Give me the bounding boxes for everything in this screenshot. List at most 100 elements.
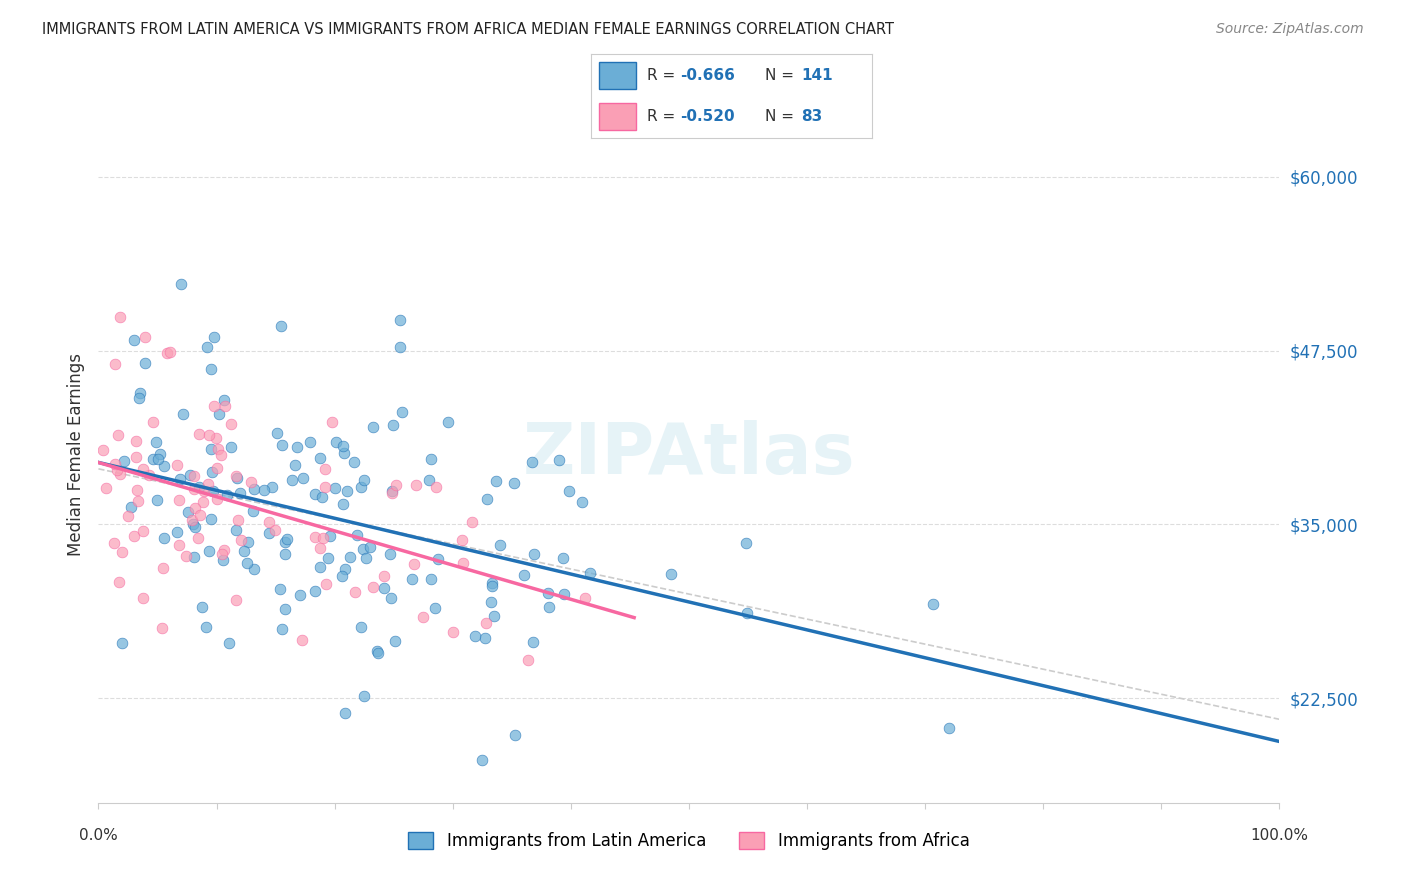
Point — [122, 333, 145, 347]
Text: IMMIGRANTS FROM LATIN AMERICA VS IMMIGRANTS FROM AFRICA MEDIAN FEMALE EARNINGS C: IMMIGRANTS FROM LATIN AMERICA VS IMMIGRA… — [42, 22, 894, 37]
Point — [180, 513, 202, 527]
Point — [270, 438, 292, 452]
Point — [553, 587, 575, 601]
Point — [129, 386, 152, 401]
Point — [292, 471, 315, 485]
Point — [384, 478, 406, 492]
Point — [111, 636, 134, 650]
Point — [361, 420, 384, 434]
Point — [517, 653, 540, 667]
Point — [291, 632, 314, 647]
Point — [187, 427, 209, 442]
Point — [266, 425, 288, 440]
Text: N =: N = — [765, 68, 799, 83]
Point — [336, 483, 359, 498]
Point — [290, 588, 312, 602]
Point — [335, 562, 357, 576]
Point — [235, 556, 257, 570]
Point — [404, 558, 426, 572]
Point — [489, 538, 512, 552]
Point — [172, 407, 194, 421]
Point — [167, 492, 190, 507]
Point — [359, 540, 381, 554]
Point — [260, 480, 283, 494]
Point — [419, 451, 441, 466]
Point — [103, 536, 125, 550]
Point — [153, 531, 176, 545]
Point — [309, 541, 332, 556]
Point — [405, 478, 427, 492]
Point — [125, 434, 148, 448]
Point — [205, 461, 228, 475]
Point — [441, 624, 464, 639]
Point — [134, 356, 156, 370]
Point — [259, 525, 281, 540]
Point — [122, 529, 145, 543]
Point — [333, 445, 356, 459]
Point — [523, 547, 546, 561]
Point — [112, 454, 135, 468]
Text: R =: R = — [647, 109, 681, 124]
Point — [201, 483, 224, 498]
Point — [391, 405, 413, 419]
Point — [145, 493, 167, 508]
Point — [226, 471, 249, 485]
Point — [107, 428, 129, 442]
Point — [218, 636, 240, 650]
Text: 0.0%: 0.0% — [79, 828, 118, 843]
Point — [146, 452, 169, 467]
Point — [333, 706, 356, 720]
Point — [270, 622, 292, 636]
Text: -0.666: -0.666 — [681, 68, 735, 83]
Y-axis label: Median Female Earnings: Median Female Earnings — [66, 353, 84, 557]
Point — [131, 591, 153, 605]
Point — [312, 531, 335, 545]
Point — [242, 482, 264, 496]
Point — [127, 493, 149, 508]
Point — [132, 524, 155, 539]
Bar — [599, 62, 636, 89]
Point — [269, 582, 291, 596]
Point — [108, 310, 131, 325]
Text: R =: R = — [647, 68, 681, 83]
Point — [166, 458, 188, 473]
Point — [381, 486, 404, 500]
Point — [522, 635, 544, 649]
Point — [481, 595, 503, 609]
Point — [214, 393, 236, 408]
Point — [108, 575, 131, 590]
Point — [304, 530, 326, 544]
Point — [174, 549, 197, 563]
Point — [200, 361, 222, 376]
Point — [105, 463, 128, 477]
Point — [159, 345, 181, 359]
Point — [179, 468, 201, 483]
Point — [284, 458, 307, 473]
Point — [537, 586, 560, 600]
Point — [253, 483, 276, 497]
Point — [120, 500, 142, 514]
Point — [361, 581, 384, 595]
Point — [332, 497, 354, 511]
Point — [346, 528, 368, 542]
Point — [205, 431, 228, 445]
Point — [177, 505, 200, 519]
Text: -0.520: -0.520 — [681, 109, 735, 124]
Point — [93, 443, 115, 458]
Point — [384, 633, 406, 648]
Point — [299, 435, 322, 450]
Point — [389, 313, 412, 327]
Point — [304, 487, 326, 501]
Point — [425, 480, 447, 494]
Point — [264, 524, 287, 538]
Point — [200, 512, 222, 526]
Point — [366, 644, 388, 658]
Point — [315, 577, 337, 591]
Point — [571, 495, 593, 509]
Text: 141: 141 — [801, 68, 832, 83]
Point — [418, 473, 440, 487]
Point — [482, 609, 505, 624]
Point — [238, 535, 260, 549]
Point — [117, 509, 139, 524]
Bar — [599, 103, 636, 130]
